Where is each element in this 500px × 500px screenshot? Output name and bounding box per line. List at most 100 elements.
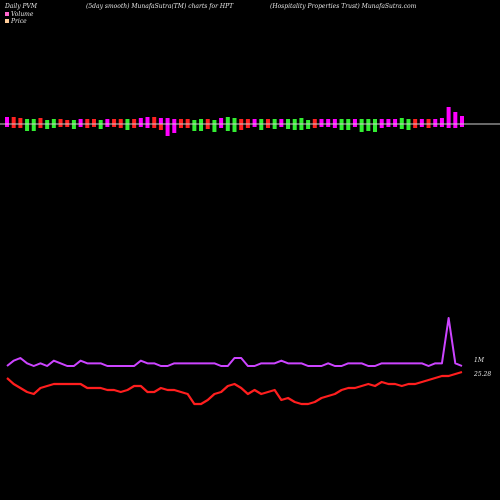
volume-bar-up [132,119,137,124]
volume-bar-down [252,124,257,127]
volume-bar-down [98,124,103,129]
volume-bar-up [359,119,364,124]
volume-bar-up [326,119,331,124]
volume-bar-down [326,124,331,127]
header-center-right: (Hospitality Properties Trust) MunafaSut… [270,3,417,10]
volume-bar-down [346,124,351,130]
volume-bar-down [165,124,170,136]
volume-bars [5,107,464,136]
volume-bar-up [352,119,357,124]
volume-bar-down [292,124,297,130]
volume-bar-down [125,124,130,130]
volume-bar-down [172,124,177,133]
volume-bar-up [386,119,391,124]
volume-bar-down [259,124,264,130]
volume-bar-down [433,124,438,127]
volume-bar-up [346,119,351,124]
volume-bar-up [172,119,177,124]
volume-bar-down [339,124,344,130]
volume-bar-up [219,118,224,124]
volume-bar-up [286,119,291,124]
volume-bar-up [439,118,444,124]
volume-bar-down [399,124,404,129]
volume-bar-up [265,119,270,124]
volume-bar-up [58,119,63,124]
volume-bar-down [426,124,431,128]
header-left: Daily PVM [4,3,38,10]
volume-bar-up [51,119,56,124]
volume-bar-up [232,118,237,124]
volume-bar-down [366,124,371,131]
volume-bar-up [366,119,371,124]
volume-bar-up [433,119,438,124]
volume-bar-down [212,124,217,132]
volume-bar-up [85,119,90,124]
volume-bar-up [45,120,50,124]
volume-bar-down [386,124,391,127]
volume-bar-down [232,124,237,132]
volume-bar-up [332,119,337,124]
volume-bar-up [105,119,110,124]
volume-bar-down [225,124,230,131]
volume-bar-up [292,119,297,124]
volume-bar-up [339,119,344,124]
volume-bar-down [185,124,190,128]
volume-bar-down [306,124,311,129]
volume-bar-down [145,124,150,128]
volume-bar-down [11,124,16,128]
volume-bar-up [393,119,398,124]
volume-bar-up [205,119,210,124]
volume-bar-down [178,124,183,128]
volume-bar-down [279,124,284,127]
volume-end-label: 1M [474,357,485,364]
volume-bar-up [319,119,324,124]
volume-bar-down [71,124,76,129]
volume-bar-up [306,120,311,124]
volume-bar-up [125,119,130,124]
volume-bar-up [18,118,23,124]
volume-bar-down [419,124,424,127]
volume-bar-up [91,119,96,124]
volume-bar-down [272,124,277,129]
legend-volume-swatch [5,12,9,16]
volume-bar-up [453,112,458,124]
volume-bar-down [138,124,143,127]
volume-bar-up [158,118,163,124]
volume-bar-up [239,119,244,124]
volume-bar-down [58,124,63,127]
volume-line [6,317,463,367]
volume-bar-down [65,124,70,127]
volume-bar-down [286,124,291,129]
volume-bar-down [439,124,444,127]
volume-bar-up [165,118,170,124]
volume-bar-down [78,124,83,127]
legend-price-swatch [5,19,9,23]
volume-bar-down [205,124,210,129]
volume-bar-up [118,119,123,124]
volume-bar-up [145,117,150,124]
volume-bar-up [185,119,190,124]
volume-bar-down [406,124,411,130]
volume-bar-down [158,124,163,130]
volume-bar-down [192,124,197,131]
volume-bar-up [419,119,424,124]
volume-bar-down [299,124,304,130]
volume-bar-up [245,119,250,124]
volume-bar-up [259,119,264,124]
volume-bar-down [332,124,337,128]
volume-bar-up [373,119,378,124]
volume-bar-down [45,124,50,129]
volume-bar-up [379,119,384,124]
volume-bar-down [319,124,324,127]
volume-bar-down [132,124,137,128]
volume-bar-up [279,119,284,124]
volume-bar-down [219,124,224,128]
volume-bar-down [379,124,384,128]
volume-bar-down [31,124,36,131]
volume-bar-down [446,124,451,128]
volume-bar-up [178,119,183,124]
volume-bar-down [245,124,250,128]
volume-bar-down [85,124,90,128]
